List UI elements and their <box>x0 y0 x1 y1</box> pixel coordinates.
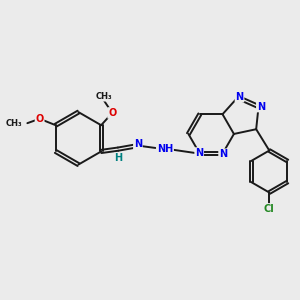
Text: CH₃: CH₃ <box>96 92 112 101</box>
Text: O: O <box>35 114 44 124</box>
Text: N: N <box>219 149 227 159</box>
Text: Cl: Cl <box>264 204 275 214</box>
Text: NH: NH <box>157 144 173 154</box>
Text: N: N <box>257 102 265 112</box>
Text: CH₃: CH₃ <box>5 119 22 128</box>
Text: N: N <box>236 92 244 102</box>
Text: N: N <box>195 148 203 158</box>
Text: O: O <box>108 108 116 118</box>
Text: H: H <box>115 154 123 164</box>
Text: N: N <box>134 139 142 149</box>
